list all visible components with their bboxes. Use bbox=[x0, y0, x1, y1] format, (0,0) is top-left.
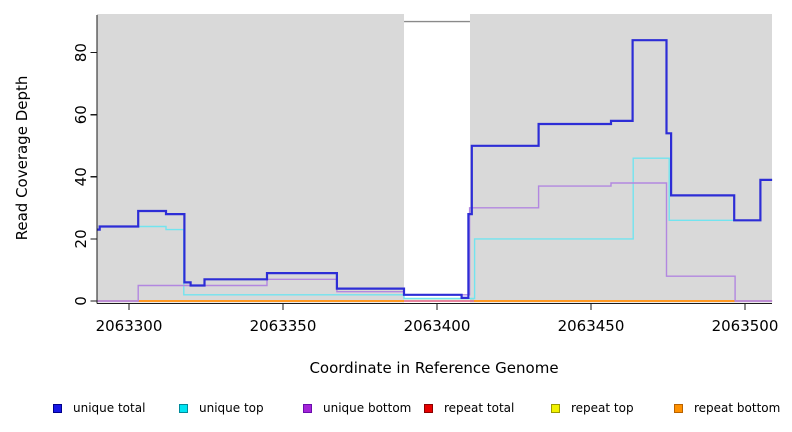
legend-item-repeat-top: repeat top bbox=[551, 398, 634, 418]
legend-item-repeat-bottom: repeat bottom bbox=[674, 398, 780, 418]
legend-label: unique total bbox=[73, 401, 146, 415]
masked-region bbox=[404, 14, 470, 303]
legend: unique total unique top unique bottom repea… bbox=[0, 398, 792, 420]
x-tick-label: 2063350 bbox=[250, 317, 317, 335]
legend-swatch-repeat-bottom bbox=[674, 403, 683, 413]
legend-item-repeat-total: repeat total bbox=[424, 398, 514, 418]
x-tick-label: 2063300 bbox=[96, 317, 163, 335]
legend-swatch-repeat-top bbox=[551, 403, 560, 413]
coverage-plot: 2063300 2063350 2063400 2063450 2063500 0 20 40… bbox=[72, 14, 779, 335]
y-tick-label: 20 bbox=[72, 229, 90, 248]
series-line-unique-total bbox=[97, 39, 773, 299]
legend-label: unique top bbox=[199, 401, 264, 415]
x-tick-label: 2063450 bbox=[558, 317, 625, 335]
y-tick-label: 60 bbox=[72, 105, 90, 124]
legend-swatch-repeat-total bbox=[424, 403, 433, 413]
legend-label: repeat total bbox=[444, 401, 515, 415]
x-tick-label: 2063400 bbox=[404, 317, 471, 335]
series-line-unique-bottom bbox=[97, 182, 773, 302]
legend-swatch-unique-bottom bbox=[303, 403, 312, 413]
legend-item-unique-total: unique total bbox=[53, 398, 145, 418]
y-tick-label: 40 bbox=[72, 167, 90, 186]
series-line-unique-top bbox=[97, 157, 773, 300]
legend-label: repeat bottom bbox=[694, 401, 781, 415]
y-axis-title: Read Coverage Depth bbox=[13, 75, 31, 241]
legend-swatch-unique-top bbox=[179, 403, 188, 413]
legend-label: unique bottom bbox=[323, 401, 412, 415]
x-axis-title: Coordinate in Reference Genome bbox=[309, 359, 559, 377]
legend-item-unique-bottom: unique bottom bbox=[303, 398, 411, 418]
legend-item-unique-top: unique top bbox=[179, 398, 264, 418]
legend-label: repeat top bbox=[571, 401, 634, 415]
y-tick-label: 80 bbox=[72, 43, 90, 62]
x-tick-label: 2063500 bbox=[712, 317, 779, 335]
legend-swatch-unique-total bbox=[53, 403, 62, 413]
y-tick-label: 0 bbox=[72, 296, 90, 306]
